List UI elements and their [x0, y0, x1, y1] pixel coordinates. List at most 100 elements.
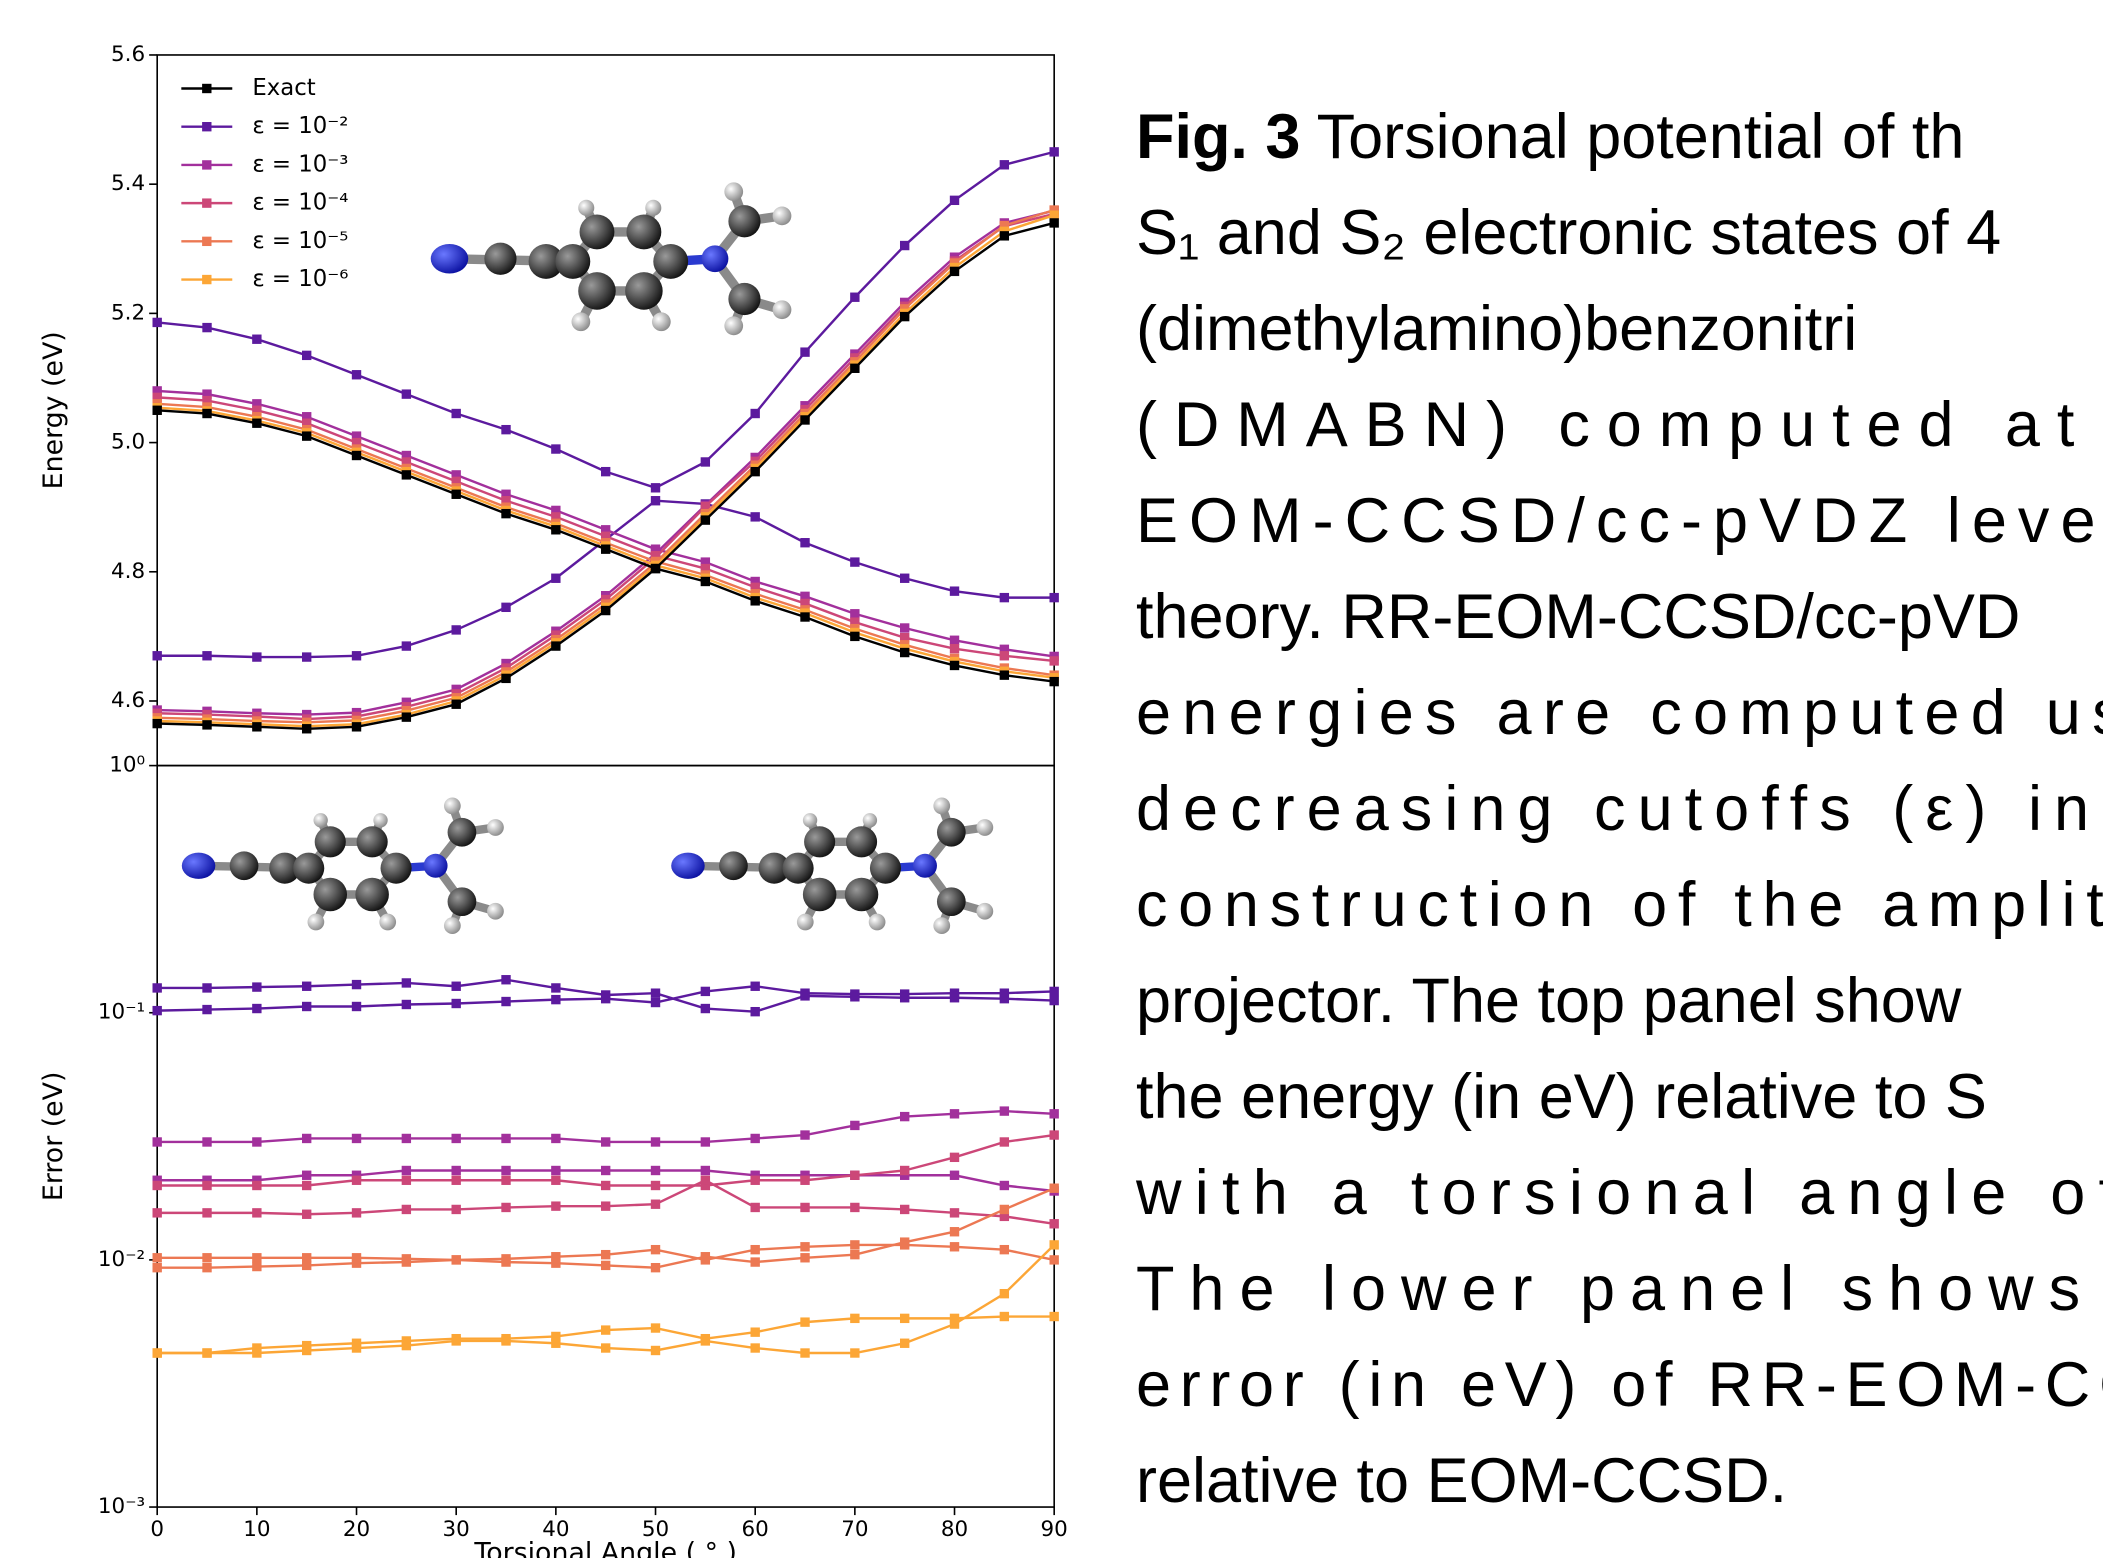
marker	[900, 648, 909, 657]
marker	[202, 1208, 211, 1217]
marker	[501, 975, 510, 984]
marker	[202, 1181, 211, 1190]
caption-label: Fig. 3	[1136, 102, 1301, 172]
marker	[152, 1348, 161, 1357]
marker	[152, 651, 161, 660]
marker	[352, 451, 361, 460]
marker	[501, 1203, 510, 1212]
marker	[701, 1336, 710, 1345]
marker	[451, 1134, 460, 1143]
marker	[850, 1314, 859, 1323]
marker	[1049, 1219, 1058, 1228]
marker	[352, 370, 361, 379]
marker	[1000, 1106, 1009, 1115]
marker	[1049, 987, 1058, 996]
marker	[302, 1171, 311, 1180]
marker	[302, 1181, 311, 1190]
marker	[551, 983, 560, 992]
marker	[152, 719, 161, 728]
marker	[451, 625, 460, 634]
marker	[352, 1176, 361, 1185]
marker	[501, 1176, 510, 1185]
marker	[352, 980, 361, 989]
marker	[651, 988, 660, 997]
marker	[252, 982, 261, 991]
marker	[800, 1253, 809, 1262]
marker	[900, 1205, 909, 1214]
marker	[152, 983, 161, 992]
marker	[601, 467, 610, 476]
marker	[252, 419, 261, 428]
marker	[402, 978, 411, 987]
marker	[601, 1166, 610, 1175]
marker	[402, 1176, 411, 1185]
marker	[551, 1176, 560, 1185]
marker	[402, 641, 411, 650]
marker	[501, 997, 510, 1006]
marker	[451, 999, 460, 1008]
x-tick-label: 60	[742, 1517, 769, 1542]
marker	[800, 415, 809, 424]
marker	[302, 1346, 311, 1355]
marker	[451, 1255, 460, 1264]
y-tick-label: 5.0	[111, 430, 145, 455]
caption-text: Torsional potential of th	[1317, 102, 1965, 172]
marker	[202, 720, 211, 729]
marker	[551, 1166, 560, 1175]
marker	[252, 722, 261, 731]
marker	[501, 603, 510, 612]
marker	[950, 1171, 959, 1180]
marker	[750, 1176, 759, 1185]
marker	[501, 1134, 510, 1143]
caption-line: (dimethylamino)benzonitri	[1136, 294, 1857, 364]
caption-line: EOM-CCSD/cc-pVDZ level o	[1136, 486, 2103, 556]
marker	[800, 347, 809, 356]
marker	[551, 1201, 560, 1210]
marker	[750, 467, 759, 476]
marker	[451, 1336, 460, 1345]
marker	[1049, 1255, 1058, 1264]
marker	[202, 1348, 211, 1357]
x-axis-title: Torsional Angle ( ° )	[473, 1537, 737, 1558]
marker	[152, 1006, 161, 1015]
marker	[651, 496, 660, 505]
marker	[601, 1181, 610, 1190]
legend-marker	[202, 122, 211, 131]
marker	[950, 196, 959, 205]
marker	[900, 1112, 909, 1121]
marker	[152, 1137, 161, 1146]
marker	[551, 995, 560, 1004]
marker	[701, 987, 710, 996]
marker	[451, 700, 460, 709]
marker	[601, 606, 610, 615]
y-tick-label: 5.6	[111, 42, 145, 67]
marker	[900, 623, 909, 632]
marker	[800, 1242, 809, 1251]
marker	[1000, 160, 1009, 169]
marker	[352, 1208, 361, 1217]
marker	[601, 994, 610, 1003]
marker	[252, 1004, 261, 1013]
legend-marker	[202, 275, 211, 284]
legend-marker	[202, 237, 211, 246]
marker	[1000, 1245, 1009, 1254]
caption-line: projector. The top panel show	[1136, 966, 1962, 1036]
marker	[202, 983, 211, 992]
marker	[601, 1325, 610, 1334]
marker	[750, 512, 759, 521]
marker	[252, 1348, 261, 1357]
marker	[451, 1166, 460, 1175]
legend-marker	[202, 198, 211, 207]
marker	[651, 1181, 660, 1190]
legend-label: ε = 10⁻⁵	[252, 228, 348, 254]
y-axis-title: Energy (eV)	[38, 331, 69, 489]
marker	[501, 1257, 510, 1266]
caption-line: relative to EOM-CCSD.	[1136, 1446, 1787, 1516]
marker	[501, 1166, 510, 1175]
caption-line: theory. RR-EOM-CCSD/cc-pVD	[1136, 582, 2020, 652]
marker	[701, 1166, 710, 1175]
marker	[501, 1336, 510, 1345]
marker	[950, 1153, 959, 1162]
marker	[252, 1253, 261, 1262]
marker	[701, 1137, 710, 1146]
